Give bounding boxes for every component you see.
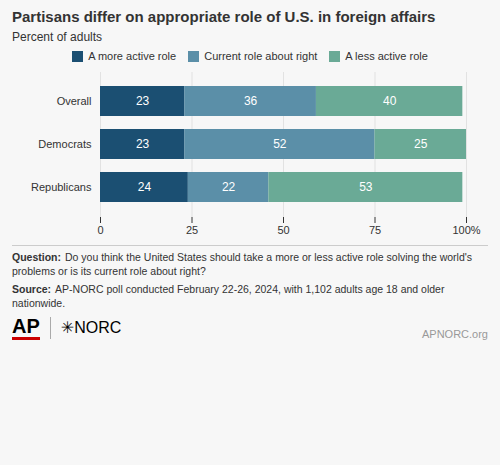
svg-text:52: 52 [273, 137, 287, 151]
html-text:Percent of adults: Percent of adults [12, 30, 103, 44]
svg-text:23: 23 [136, 94, 150, 108]
svg-text:23: 23 [136, 137, 150, 151]
svg-text:36: 36 [244, 94, 258, 108]
svg-text:25: 25 [186, 224, 198, 236]
svg-text:50: 50 [277, 224, 289, 236]
svg-text:100%: 100% [452, 224, 480, 236]
svg-text:Overall: Overall [57, 95, 92, 107]
svg-text:22: 22 [222, 180, 236, 194]
html-text:APNORC.org: APNORC.org [422, 327, 488, 340]
html-text:Current role about right: Current role about right [204, 50, 318, 62]
svg-text:Democrats: Democrats [38, 138, 92, 150]
html-text:Partisans differ on appropriat: Partisans differ on appropriate role of … [12, 8, 436, 25]
html-text:Question: Do you think the Uni: Question: Do you think the United States… [12, 251, 472, 277]
svg-text:25: 25 [414, 137, 428, 151]
html-text:A less active role: A less active role [345, 50, 428, 62]
svg-text:24: 24 [138, 180, 152, 194]
svg-text:53: 53 [359, 180, 373, 194]
html-text:AP: AP [12, 314, 40, 337]
html-text:Source: AP-NORC poll conducted: Source: AP-NORC poll conducted February … [12, 283, 445, 309]
html-text:A more active role: A more active role [88, 50, 177, 62]
svg-text:40: 40 [383, 94, 397, 108]
svg-text:Republicans: Republicans [31, 181, 92, 193]
svg-text:0: 0 [97, 224, 103, 236]
svg-text:75: 75 [369, 224, 381, 236]
html-text:✳NORC: ✳NORC [60, 319, 122, 337]
